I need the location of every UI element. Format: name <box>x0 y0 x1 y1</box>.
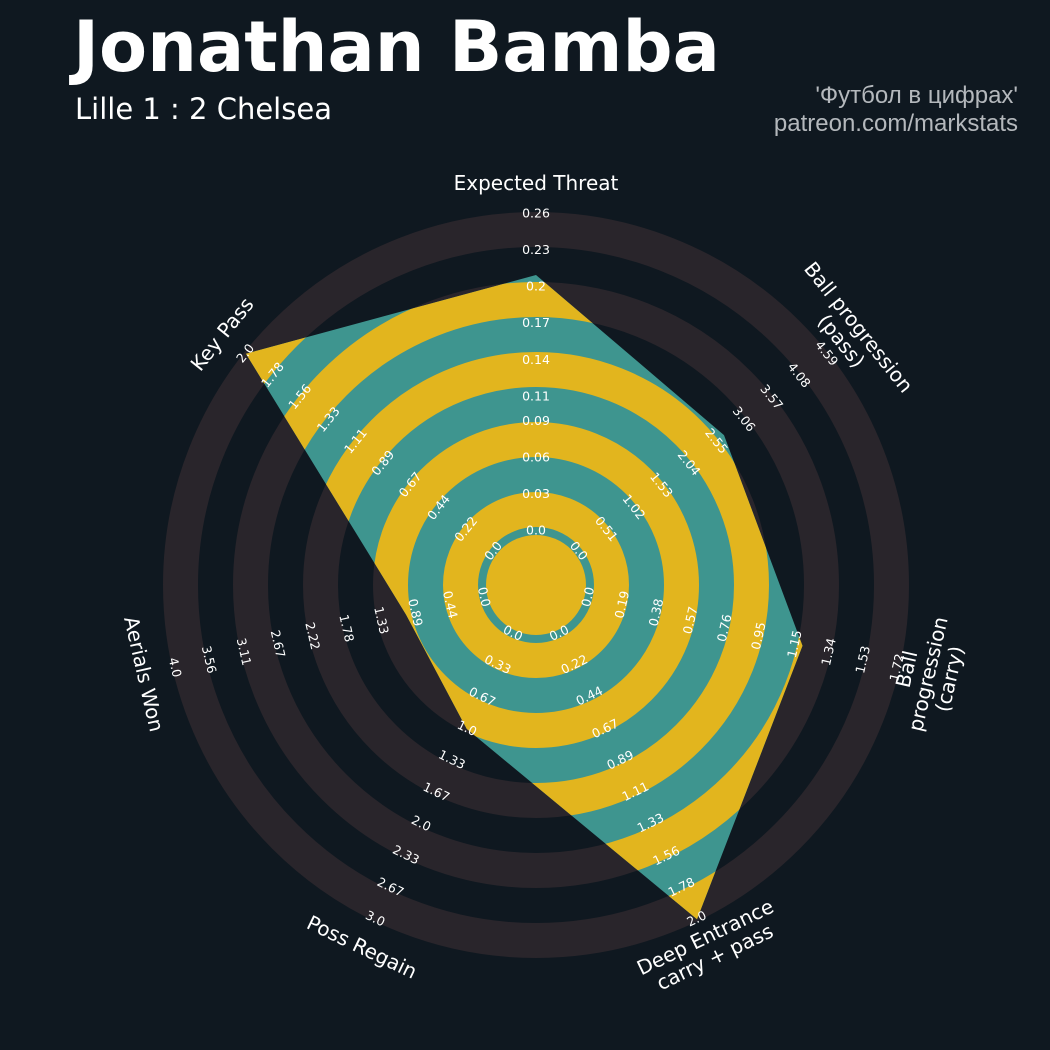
tick-label: 0.26 <box>522 206 550 221</box>
polygon-ring <box>443 492 629 678</box>
tick-label: 0.11 <box>522 388 550 403</box>
tick-label: 0.14 <box>522 352 550 367</box>
polygon-ring <box>373 422 699 748</box>
tick-label: 1.78 <box>336 613 357 644</box>
tick-label: 0.17 <box>522 315 550 330</box>
tick-label: 2.22 <box>302 621 323 651</box>
tick-label: 0.2 <box>526 279 546 294</box>
tick-label: 0.0 <box>526 523 546 538</box>
tick-label: 0.06 <box>522 449 550 464</box>
tick-label: 0.09 <box>522 413 550 428</box>
tick-label: 0.19 <box>611 589 632 620</box>
tick-label: 0.44 <box>440 589 461 620</box>
credit: 'Футбол в цифрах' <box>815 82 1018 109</box>
tick-label: 0.38 <box>646 597 667 628</box>
tick-label: 1.15 <box>784 629 805 659</box>
tick-label: 1.72 <box>886 652 907 682</box>
tick-label: 1.33 <box>371 605 392 635</box>
tick-label: 1.34 <box>818 636 839 667</box>
tick-label: 0.03 <box>522 486 550 501</box>
chart-title: Jonathan Bamba <box>73 6 720 88</box>
tick-labels: 0.0 0.03 0.06 0.09 0.11 0.14 0.17 0.2 0.23 0.26 0.… <box>166 206 907 930</box>
tick-label: 0.23 <box>522 242 550 257</box>
tick-label: 3.11 <box>234 636 255 666</box>
tick-label: 0.76 <box>714 613 735 644</box>
tick-label: 1.53 <box>852 644 873 674</box>
tick-label: 0.89 <box>405 597 426 628</box>
tick-label: 3.56 <box>199 644 220 675</box>
param-label: Expected Threat <box>453 171 619 195</box>
tick-label: 0.0 <box>578 585 597 608</box>
tick-label: 0.57 <box>680 605 701 635</box>
tick-label: 0.0 <box>475 585 494 608</box>
credit: patreon.com/markstats <box>773 110 1018 137</box>
tick-label: 4.0 <box>166 656 185 679</box>
outer-ring <box>163 212 909 958</box>
chart-subtitle: Lille 1 : 2 Chelsea <box>75 92 332 126</box>
tick-label: 0.95 <box>748 621 769 651</box>
tick-label: 2.67 <box>268 629 289 659</box>
center-disc <box>486 535 586 635</box>
